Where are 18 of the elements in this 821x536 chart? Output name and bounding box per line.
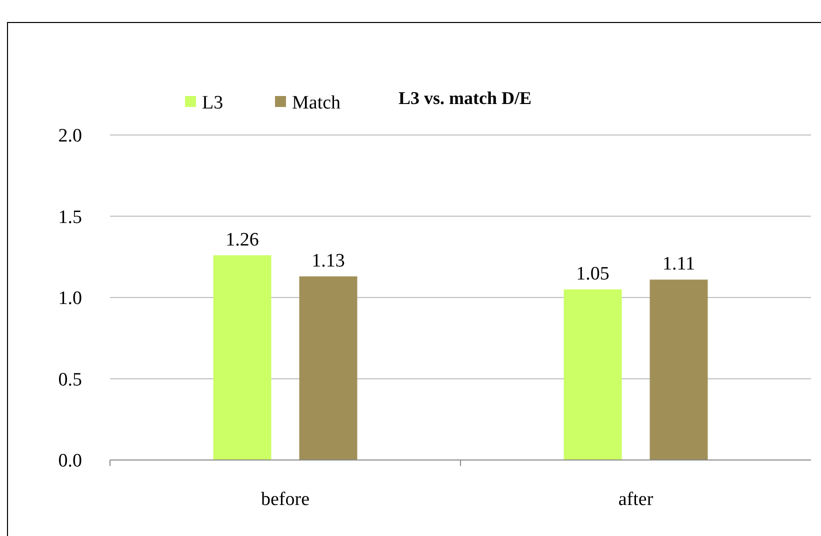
chart-title: L3 vs. match D/E: [398, 88, 532, 108]
data-label: 1.26: [226, 229, 259, 250]
x-tick-label: after: [618, 489, 654, 510]
y-tick-label: 0.5: [58, 369, 82, 390]
y-tick-label: 1.5: [58, 206, 82, 228]
bar: [299, 276, 358, 460]
bar: [213, 255, 272, 460]
legend-label: Match: [292, 92, 342, 114]
data-label: 1.11: [662, 254, 696, 275]
y-tick-label: 1.0: [58, 288, 82, 310]
data-label: 1.13: [312, 250, 345, 272]
data-label: 1.05: [576, 263, 610, 284]
y-tick-label: 2.0: [58, 126, 82, 147]
x-tick-label: before: [260, 489, 310, 510]
legend-label: L3: [202, 92, 224, 114]
bar: [650, 280, 708, 460]
bar: [564, 289, 622, 460]
y-tick-label: 0.0: [58, 450, 82, 472]
